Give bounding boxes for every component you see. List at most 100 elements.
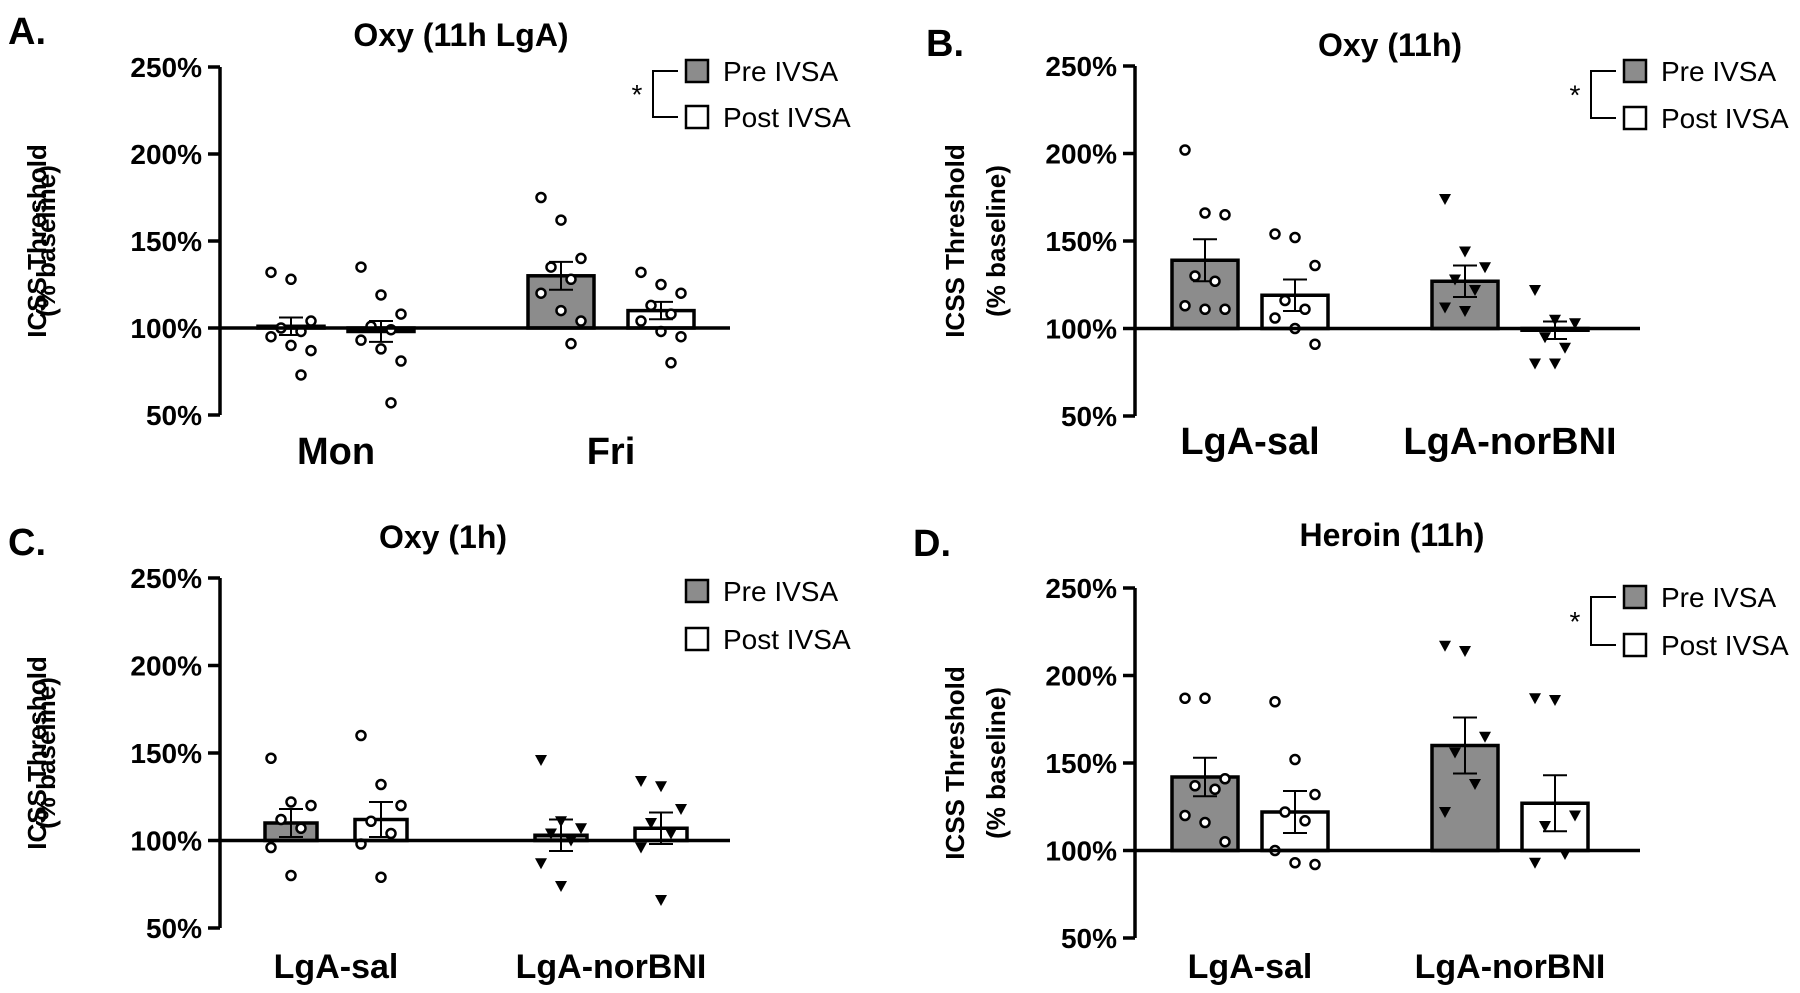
data-point xyxy=(1289,231,1301,244)
data-point xyxy=(295,822,307,834)
data-point xyxy=(355,334,367,346)
chart-panel-c: C. Oxy (1h) 50% 100% 150% 200% 250% ICSS Thresh… xyxy=(8,519,851,986)
data-point xyxy=(535,191,547,204)
data-point xyxy=(675,287,687,299)
data-point xyxy=(555,881,567,892)
data-point xyxy=(375,343,387,355)
data-point xyxy=(655,278,667,291)
data-point xyxy=(1179,300,1191,312)
legend-label-pre: Pre IVSA xyxy=(1661,56,1776,87)
data-point xyxy=(265,841,277,854)
data-point xyxy=(1459,306,1471,317)
legend: Pre IVSA Post IVSA * xyxy=(1570,56,1789,134)
data-point xyxy=(1179,144,1191,156)
x-tick-label: LgA-norBNI xyxy=(1415,948,1606,986)
y-axis-label-units: (% baseline) xyxy=(31,165,61,317)
x-tick-label: Fri xyxy=(587,431,636,473)
chart-title: Oxy (1h) xyxy=(379,519,507,555)
data-point xyxy=(1269,228,1281,240)
panel-letter: D. xyxy=(913,523,951,565)
y-tick-label: 150% xyxy=(130,226,202,257)
legend-label-pre: Pre IVSA xyxy=(723,576,838,607)
chart-title: Oxy (11h) xyxy=(1318,27,1462,63)
chart-panel-b: B. Oxy (11h) 50% 100% 150% 200% 250% ICSS Thres… xyxy=(926,23,1789,463)
data-point xyxy=(1439,302,1451,314)
data-point xyxy=(665,828,677,840)
data-point xyxy=(365,815,377,827)
data-point xyxy=(575,823,587,835)
legend: Pre IVSA Post IVSA xyxy=(684,576,851,655)
y-tick-label: 150% xyxy=(1045,226,1117,257)
data-point xyxy=(1529,358,1541,370)
x-tick-label: LgA-sal xyxy=(1188,948,1313,986)
y-axis-label: ICSS Threshold xyxy=(940,144,970,338)
legend-label-post: Post IVSA xyxy=(723,624,851,655)
y-tick-label: 100% xyxy=(1045,314,1117,345)
significance-star: * xyxy=(1570,80,1581,111)
data-point xyxy=(655,781,667,793)
legend-swatch-pre xyxy=(684,578,710,604)
data-point xyxy=(1189,780,1201,792)
data-point xyxy=(1219,303,1231,315)
x-tick-label: LgA-norBNI xyxy=(516,948,707,986)
legend-label-post: Post IVSA xyxy=(723,102,851,133)
data-point xyxy=(1289,753,1301,766)
legend-label-post: Post IVSA xyxy=(1661,103,1789,134)
legend-swatch-post xyxy=(1622,105,1648,131)
data-point xyxy=(1269,312,1281,324)
x-tick-label: LgA-norBNI xyxy=(1403,421,1616,463)
data-point xyxy=(305,344,317,357)
y-tick-label: 50% xyxy=(1061,923,1117,954)
significance-star: * xyxy=(632,79,643,110)
y-axis-label: ICSS Threshold xyxy=(940,666,970,860)
data-point xyxy=(1459,646,1471,657)
chart-panel-d: D. Heroin (11h) 50% 100% 150% 200% 250% ICSS Th… xyxy=(913,517,1789,986)
significance-bracket xyxy=(1590,596,1616,646)
y-axis-label-units: (% baseline) xyxy=(981,165,1011,317)
y-tick-label: 150% xyxy=(130,738,202,769)
data-point xyxy=(655,895,667,906)
data-point xyxy=(545,261,557,273)
data-point xyxy=(555,214,567,226)
data-point xyxy=(665,357,677,369)
y-tick-label: 200% xyxy=(130,651,202,682)
data-point xyxy=(275,813,287,826)
data-point xyxy=(395,799,407,812)
chart-title: Oxy (11h LgA) xyxy=(353,17,568,53)
y-tick-label: 50% xyxy=(146,913,202,944)
y-tick-label: 250% xyxy=(1045,51,1117,82)
panel-letter: B. xyxy=(926,23,964,65)
data-point xyxy=(1529,857,1541,869)
legend-label-post: Post IVSA xyxy=(1661,630,1789,661)
data-point xyxy=(1449,274,1461,286)
data-point xyxy=(1209,783,1221,795)
significance-star: * xyxy=(1570,606,1581,637)
data-point xyxy=(1309,259,1321,272)
data-point xyxy=(1479,262,1491,274)
data-point xyxy=(1449,747,1461,759)
data-point xyxy=(675,330,687,343)
y-tick-label: 250% xyxy=(130,52,202,83)
data-point xyxy=(1209,275,1221,287)
legend-swatch-post xyxy=(1622,632,1648,658)
data-point xyxy=(1559,342,1571,354)
legend-label-pre: Pre IVSA xyxy=(1661,582,1776,613)
data-point xyxy=(1189,270,1201,282)
y-tick-label: 100% xyxy=(130,313,202,344)
y-tick-label: 250% xyxy=(130,563,202,594)
legend-swatch-pre xyxy=(1622,584,1648,610)
data-point xyxy=(575,315,587,327)
data-point xyxy=(1299,815,1311,827)
data-point xyxy=(265,752,277,764)
significance-bracket xyxy=(652,70,678,118)
data-point xyxy=(285,339,297,352)
data-point xyxy=(1569,810,1581,822)
data-point xyxy=(1219,836,1231,848)
panel-letter: A. xyxy=(8,11,46,53)
legend: Pre IVSA Post IVSA * xyxy=(1570,582,1789,661)
y-tick-label: 50% xyxy=(1061,401,1117,432)
data-point xyxy=(1439,194,1451,205)
data-point xyxy=(635,315,647,327)
data-point xyxy=(1219,209,1231,221)
legend-swatch-post xyxy=(684,626,710,652)
